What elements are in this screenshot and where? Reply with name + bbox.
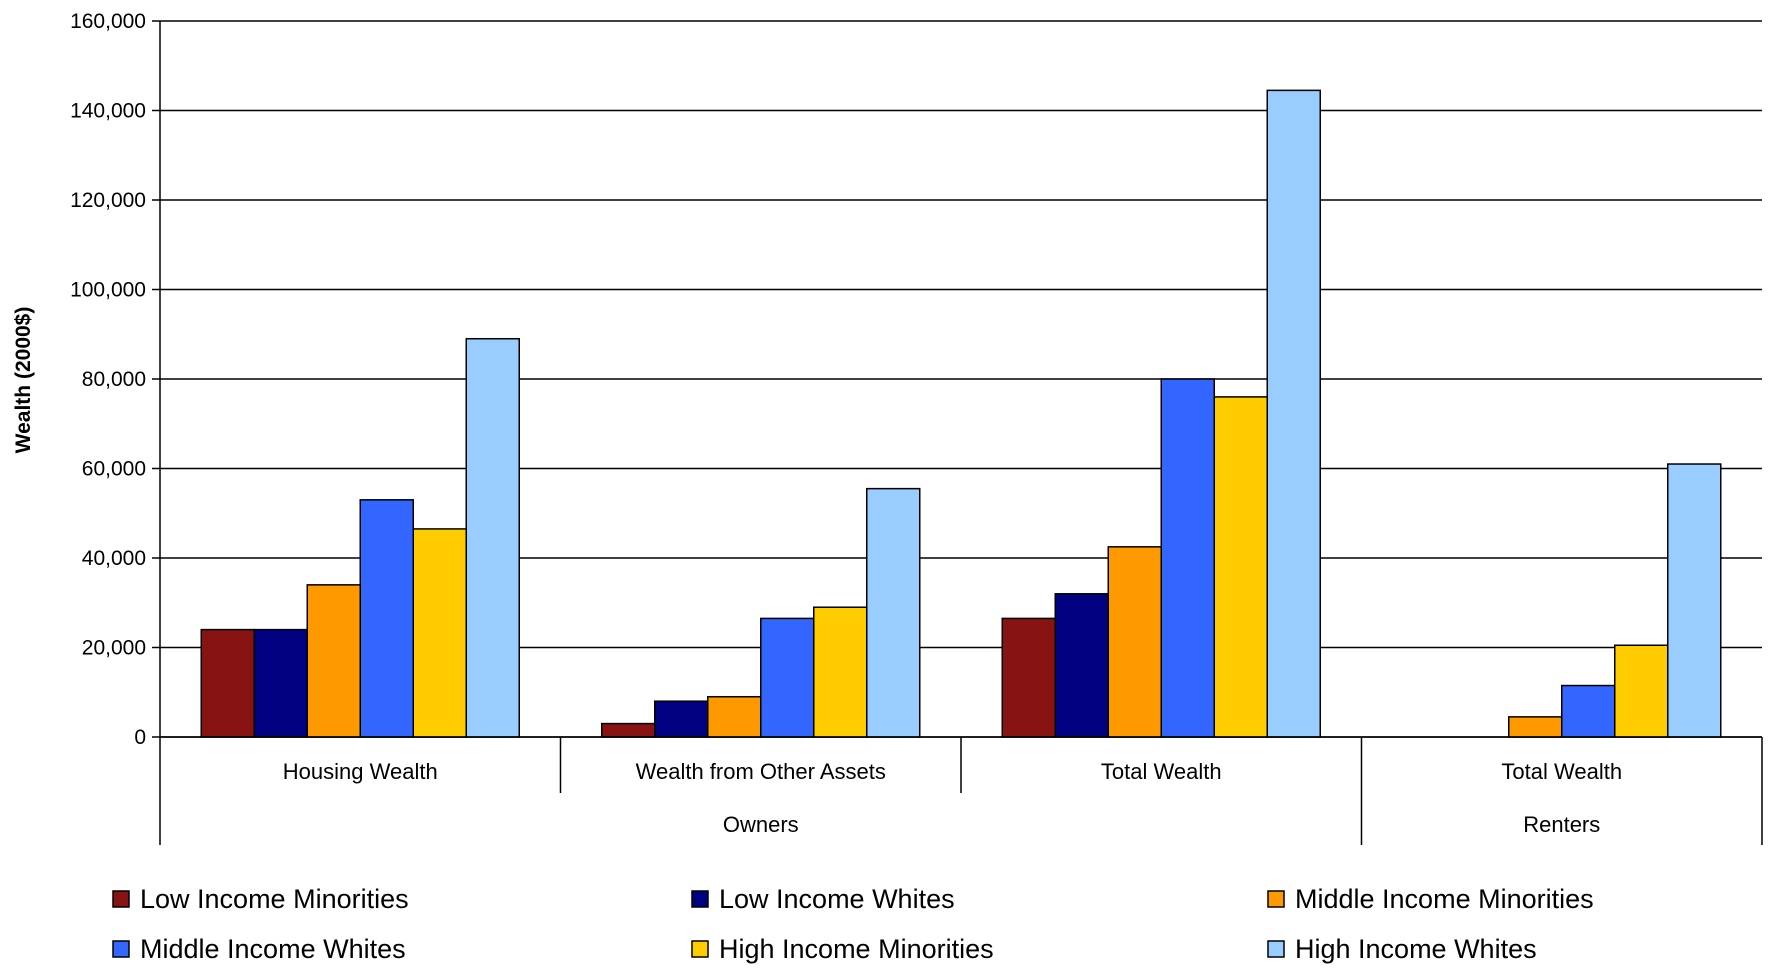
legend-label: High Income Whites	[1295, 934, 1537, 964]
legend: Low Income Minorities Low Income Whites Mi…	[112, 884, 1594, 964]
bar	[1667, 463, 1722, 738]
bar	[465, 337, 520, 738]
y-tick-label: 20,000	[82, 637, 146, 660]
legend-label: Low Income Whites	[719, 884, 955, 914]
bar	[654, 700, 709, 738]
x-group-label: Owners	[723, 812, 799, 837]
x-category-label: Total Wealth	[1501, 759, 1622, 784]
bar	[813, 606, 868, 738]
bar	[253, 628, 308, 738]
bar	[1107, 546, 1162, 738]
bar	[1561, 684, 1616, 738]
legend-label: Low Income Minorities	[140, 884, 409, 914]
category-labels: Housing Wealth Wealth from Other Assets To…	[283, 759, 1622, 837]
bar	[412, 528, 467, 738]
legend-label: Middle Income Whites	[140, 934, 406, 964]
legend-swatch	[691, 940, 709, 958]
bar	[1160, 378, 1215, 738]
bar	[359, 499, 414, 738]
y-tick-label: 160,000	[70, 10, 146, 33]
y-tick-label: 100,000	[70, 279, 146, 302]
bar	[1001, 617, 1056, 738]
axes	[159, 21, 1763, 845]
bar	[760, 617, 815, 738]
y-tick-label: 80,000	[82, 368, 146, 391]
bar	[601, 722, 656, 738]
bar	[200, 628, 255, 738]
bar	[1508, 716, 1563, 738]
x-category-label: Housing Wealth	[283, 759, 438, 784]
bar	[1054, 593, 1109, 738]
y-tick-label: 120,000	[70, 189, 146, 212]
y-axis-ticks: 0 20,000 40,000 60,000 80,000 100,000 120,000 1…	[70, 10, 146, 749]
legend-swatch	[112, 890, 130, 908]
y-tick-label: 140,000	[70, 100, 146, 123]
legend-swatch	[1267, 890, 1285, 908]
x-group-label: Renters	[1523, 812, 1600, 837]
y-axis-label: Wealth (2000$)	[12, 307, 35, 454]
y-tick-label: 40,000	[82, 547, 146, 570]
legend-swatch	[691, 890, 709, 908]
bar	[306, 584, 361, 738]
legend-swatch	[1267, 940, 1285, 958]
bar	[1614, 644, 1669, 738]
legend-label: High Income Minorities	[719, 934, 994, 964]
y-tick-label: 60,000	[82, 458, 146, 481]
legend-swatch	[112, 940, 130, 958]
x-category-label: Wealth from Other Assets	[636, 759, 886, 784]
bar	[1266, 89, 1321, 738]
y-tick-label: 0	[134, 726, 146, 749]
bar	[1213, 396, 1268, 738]
x-category-label: Total Wealth	[1101, 759, 1222, 784]
legend-label: Middle Income Minorities	[1295, 884, 1594, 914]
bar	[866, 487, 921, 738]
bars	[200, 89, 1722, 738]
bar	[707, 695, 762, 738]
